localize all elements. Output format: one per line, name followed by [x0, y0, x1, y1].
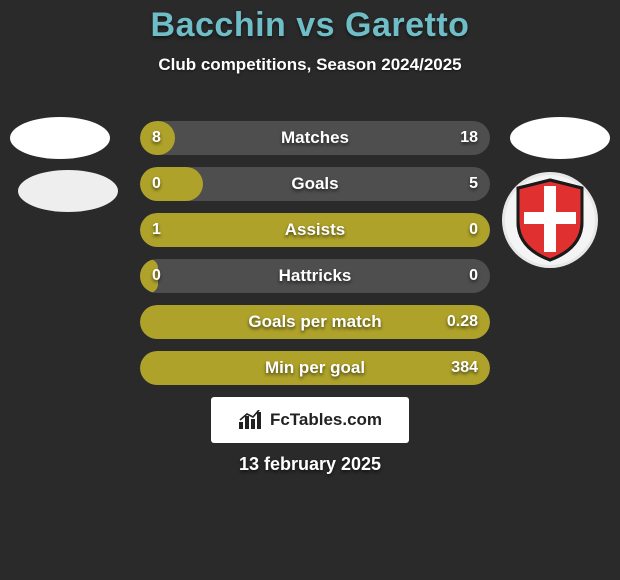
- bar-row: 384Min per goal: [140, 351, 490, 385]
- team-crest-right-2: [502, 172, 598, 268]
- bar-row: 00Hattricks: [140, 259, 490, 293]
- bar-row: 10Assists: [140, 213, 490, 247]
- bar-label: Matches: [140, 121, 490, 155]
- bar-label: Min per goal: [140, 351, 490, 385]
- subtitle: Club competitions, Season 2024/2025: [0, 55, 620, 75]
- bar-label: Goals: [140, 167, 490, 201]
- bar-label: Hattricks: [140, 259, 490, 293]
- stats-card: Bacchin vs Garetto Club competitions, Se…: [0, 0, 620, 580]
- branding[interactable]: FcTables.com: [211, 397, 409, 443]
- branding-text: FcTables.com: [270, 410, 382, 430]
- bars-icon: [238, 410, 264, 430]
- bar-label: Assists: [140, 213, 490, 247]
- bar-row: 818Matches: [140, 121, 490, 155]
- team-logo-right-1: [510, 117, 610, 159]
- page-title: Bacchin vs Garetto: [0, 0, 620, 45]
- bar-row: 0.28Goals per match: [140, 305, 490, 339]
- shield-icon: [514, 178, 586, 262]
- team-logo-left-1: [10, 117, 110, 159]
- bar-label: Goals per match: [140, 305, 490, 339]
- team-logo-left-2: [18, 170, 118, 212]
- date-label: 13 february 2025: [0, 454, 620, 475]
- comparison-bars: 818Matches 05Goals 10Assists 00Hattricks 0.2…: [140, 121, 490, 397]
- bar-row: 05Goals: [140, 167, 490, 201]
